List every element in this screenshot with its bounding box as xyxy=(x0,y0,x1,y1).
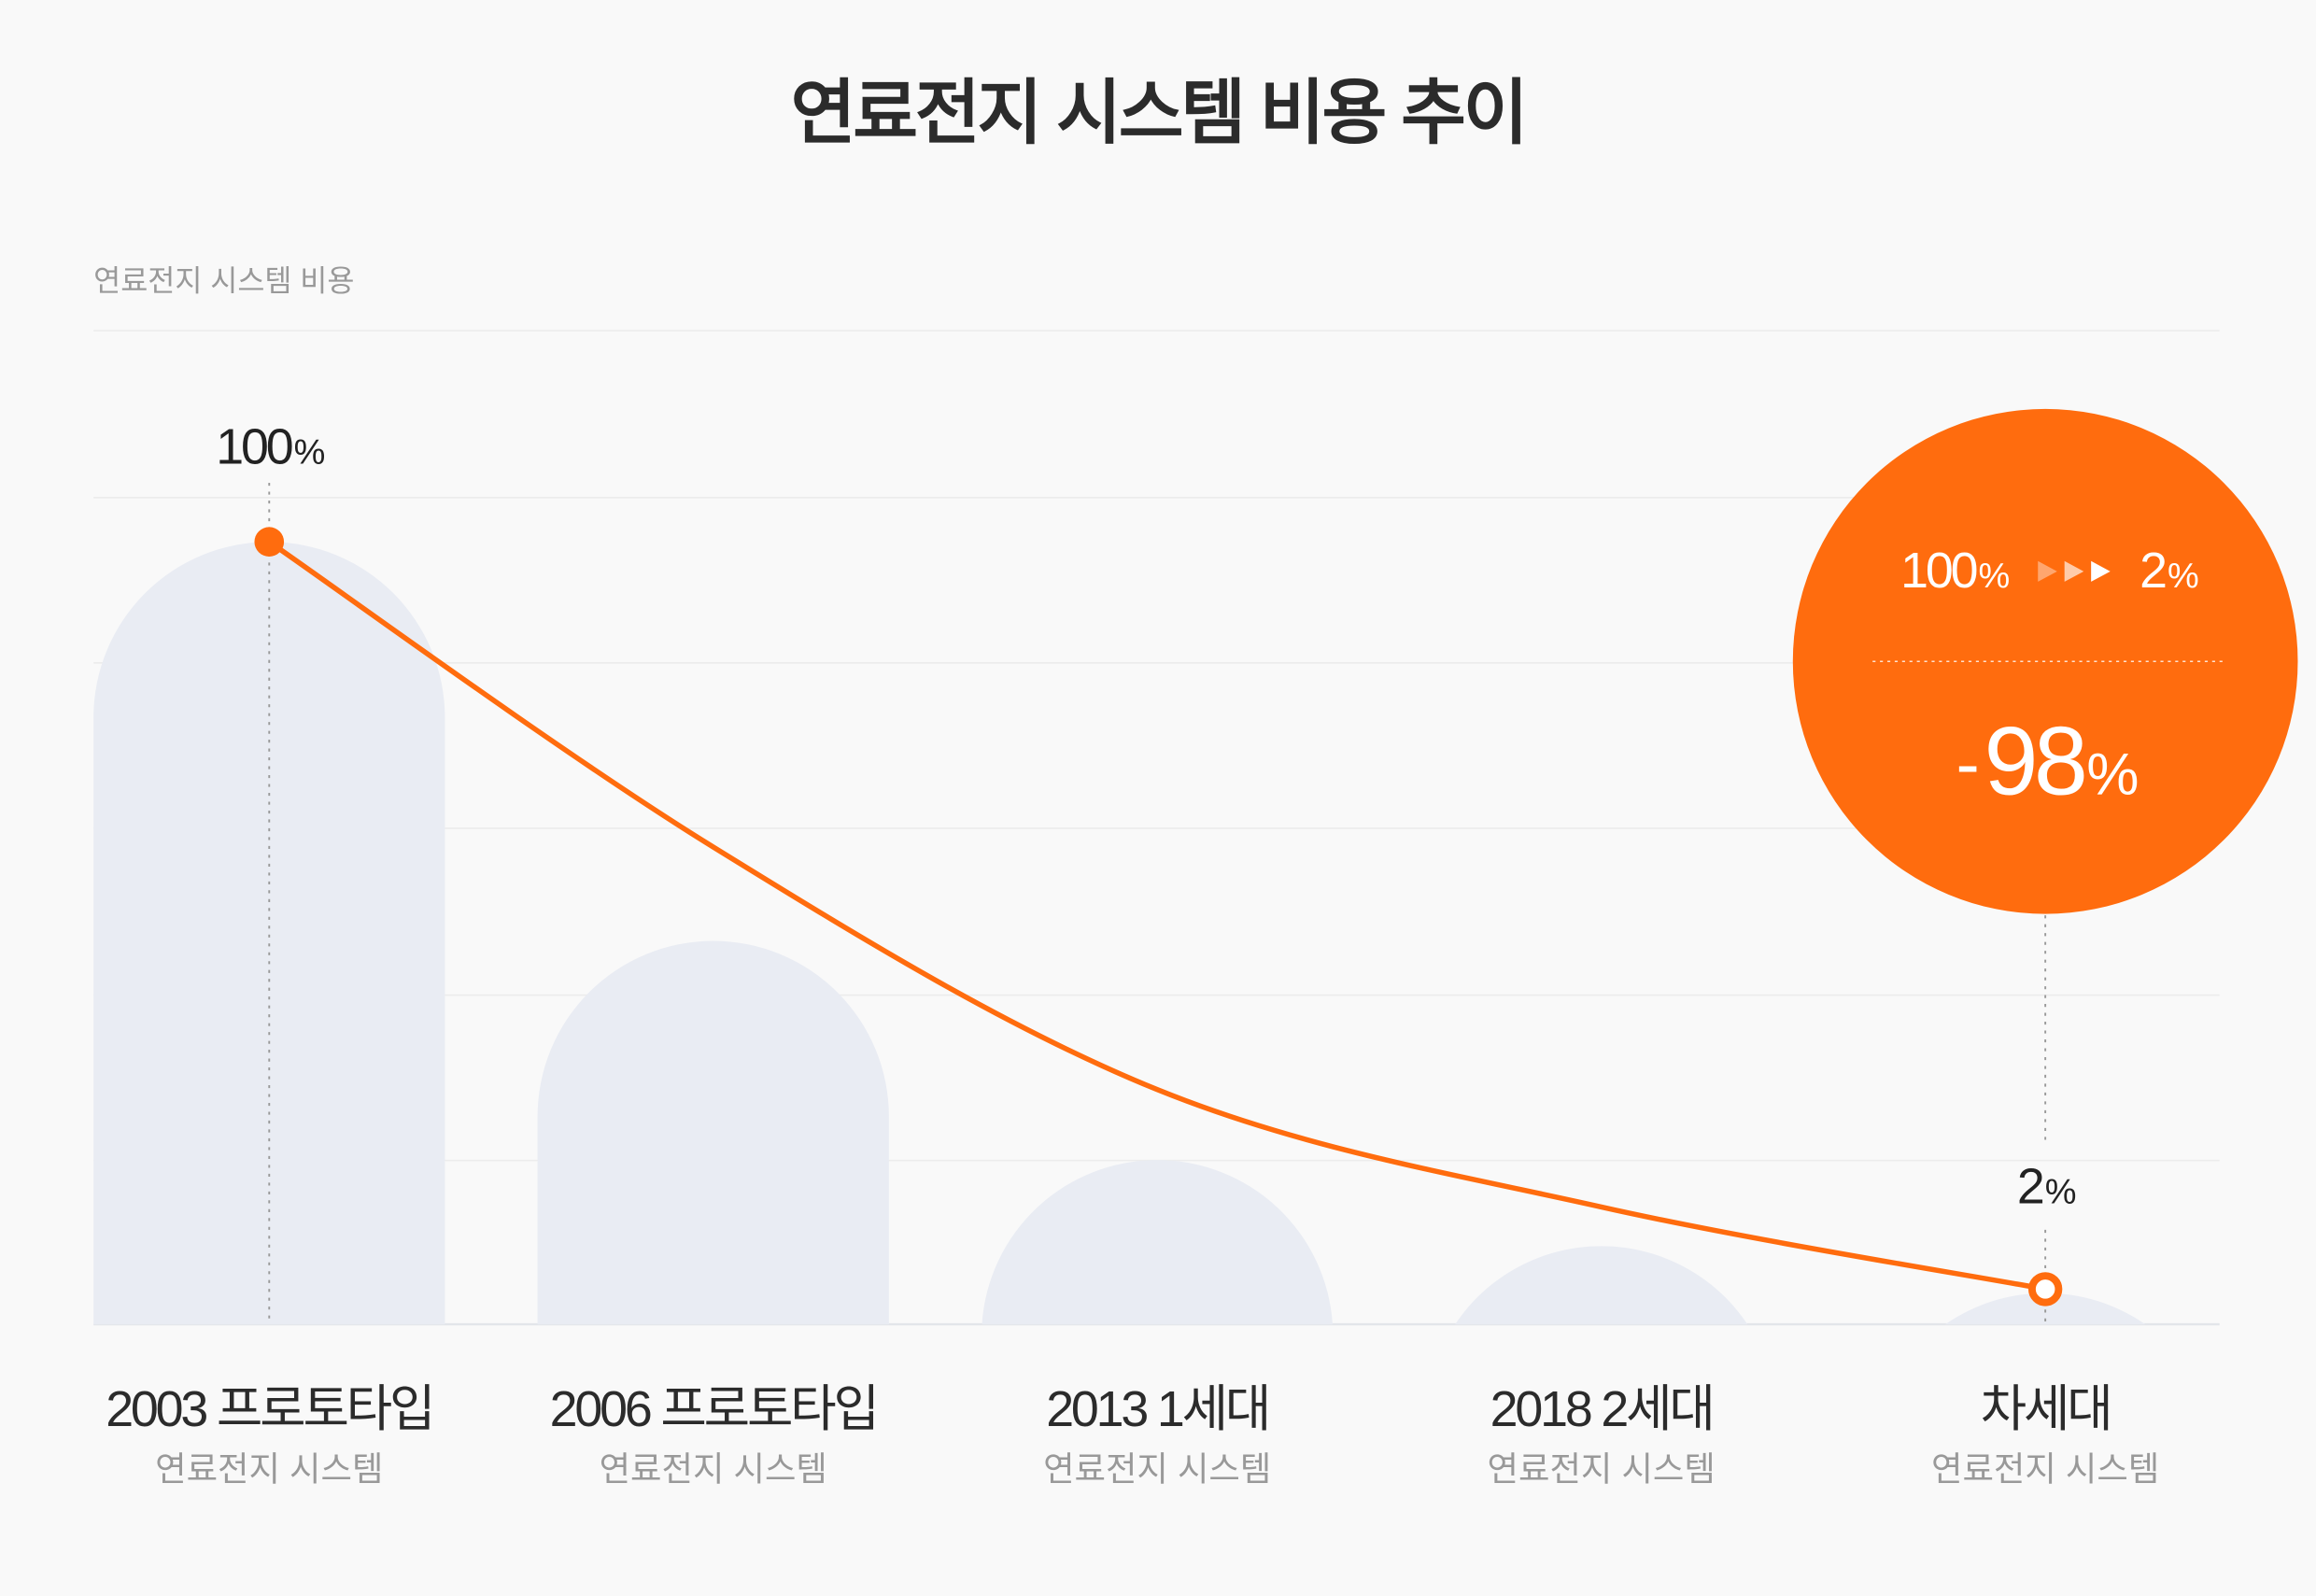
data-label-last: 2% xyxy=(2017,1158,2076,1214)
chart-title: 연료전지 시스템 비용 추이 xyxy=(791,74,1526,153)
cost-line xyxy=(267,539,2046,1292)
x-label-main: 2013 1세대 xyxy=(1046,1381,1268,1437)
x-label-main: 2006 프로토타입 xyxy=(550,1381,877,1437)
callout-circle xyxy=(1792,408,2298,914)
x-label-sub: 연료전지 시스템 xyxy=(600,1450,827,1489)
line-point-first xyxy=(254,527,285,558)
triple-arrow-icon xyxy=(2038,560,2111,582)
bars xyxy=(93,542,2146,1325)
bar xyxy=(537,940,889,1325)
bar xyxy=(1455,1246,1748,1325)
x-label-main: 2018 2세대 xyxy=(1490,1381,1713,1437)
x-label-sub: 연료전지 시스템 xyxy=(1931,1450,2159,1489)
reduction-callout: 100% 2% -98% xyxy=(1792,408,2298,914)
line-point-last xyxy=(2027,1272,2063,1306)
callout-to: 2% xyxy=(2139,543,2198,599)
callout-from: 100% xyxy=(1900,543,2009,599)
x-label-main: 2003 프로토타입 xyxy=(106,1381,432,1437)
line-markers xyxy=(254,527,2063,1306)
bar xyxy=(981,1160,1333,1325)
x-label-main: 차세대 xyxy=(1981,1381,2111,1437)
x-label-sub: 연료전지 시스템 xyxy=(155,1450,383,1489)
x-label-sub: 연료전지 시스템 xyxy=(1488,1450,1716,1489)
bar xyxy=(1944,1292,2146,1325)
x-label-sub: 연료전지 시스템 xyxy=(1043,1450,1271,1489)
y-axis-label: 연료전지 시스템 비용 xyxy=(93,263,354,297)
data-label-first: 100% xyxy=(216,418,324,474)
bar xyxy=(93,542,445,1325)
